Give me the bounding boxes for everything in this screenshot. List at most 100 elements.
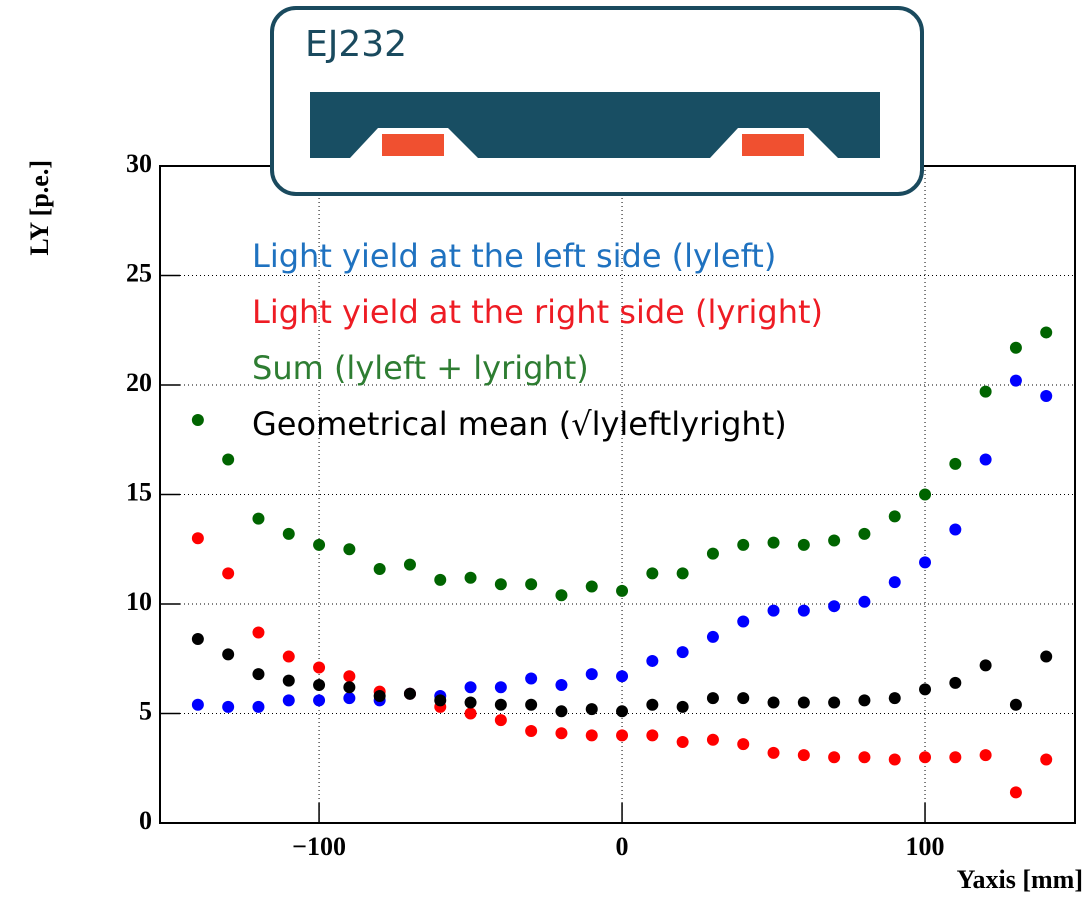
sensor	[742, 134, 804, 156]
point	[313, 694, 325, 706]
y-axis-title: LY [p.e.]	[25, 160, 54, 256]
point	[404, 688, 416, 700]
x-tick-label: 100	[906, 832, 945, 861]
point	[434, 694, 446, 706]
legend: Light yield at the left side (lyleft)Lig…	[252, 237, 823, 443]
point	[677, 646, 689, 658]
point	[616, 670, 628, 682]
point	[1010, 699, 1022, 711]
point	[798, 749, 810, 761]
point	[919, 489, 931, 501]
point	[313, 679, 325, 691]
point	[465, 708, 477, 720]
point	[677, 736, 689, 748]
point	[374, 690, 386, 702]
point	[283, 651, 295, 663]
y-tick-label: 0	[139, 806, 152, 835]
point	[1040, 390, 1052, 402]
point	[495, 681, 507, 693]
point	[222, 648, 234, 660]
point	[1040, 651, 1052, 663]
point	[252, 701, 264, 713]
point	[192, 532, 204, 544]
inset: EJ232	[272, 8, 922, 194]
inset-label: EJ232	[305, 24, 407, 65]
point	[222, 701, 234, 713]
y-tick-label: 25	[126, 258, 152, 287]
point	[586, 703, 598, 715]
point	[889, 753, 901, 765]
point	[525, 699, 537, 711]
legend-entry: Light yield at the left side (lyleft)	[252, 237, 776, 275]
point	[980, 453, 992, 465]
point	[555, 679, 567, 691]
point	[586, 729, 598, 741]
point	[525, 672, 537, 684]
point	[252, 626, 264, 638]
point	[313, 662, 325, 674]
point	[616, 705, 628, 717]
point	[555, 589, 567, 601]
point	[1040, 753, 1052, 765]
point	[737, 616, 749, 628]
point	[889, 692, 901, 704]
point	[768, 537, 780, 549]
y-tick-label: 10	[126, 587, 152, 616]
point	[919, 556, 931, 568]
point	[1010, 786, 1022, 798]
point	[555, 727, 567, 739]
point	[222, 567, 234, 579]
point	[465, 697, 477, 709]
point	[555, 705, 567, 717]
sensor	[382, 134, 444, 156]
point	[889, 576, 901, 588]
point	[465, 681, 477, 693]
point	[828, 697, 840, 709]
point	[616, 729, 628, 741]
point	[707, 631, 719, 643]
point	[707, 548, 719, 560]
point	[919, 683, 931, 695]
point	[616, 585, 628, 597]
point	[495, 714, 507, 726]
point	[858, 694, 870, 706]
point	[313, 539, 325, 551]
point	[737, 539, 749, 551]
point	[707, 734, 719, 746]
point	[737, 738, 749, 750]
point	[768, 697, 780, 709]
point	[646, 699, 658, 711]
point	[980, 659, 992, 671]
point	[828, 600, 840, 612]
point	[283, 528, 295, 540]
legend-entry: Sum (lyleft + lyright)	[252, 349, 589, 387]
point	[343, 670, 355, 682]
point	[828, 751, 840, 763]
point	[434, 574, 446, 586]
point	[798, 539, 810, 551]
y-tick-label: 15	[126, 477, 152, 506]
point	[858, 751, 870, 763]
point	[525, 725, 537, 737]
point	[798, 605, 810, 617]
point	[919, 751, 931, 763]
point	[980, 749, 992, 761]
point	[646, 567, 658, 579]
point	[980, 386, 992, 398]
point	[252, 668, 264, 680]
point	[677, 567, 689, 579]
point	[252, 513, 264, 525]
point	[586, 580, 598, 592]
point	[889, 510, 901, 522]
point	[858, 596, 870, 608]
point	[343, 543, 355, 555]
point	[222, 453, 234, 465]
x-tick-label: −100	[292, 832, 346, 861]
legend-entry: Geometrical mean (√lyleftlyright)	[252, 405, 787, 443]
point	[404, 559, 416, 571]
point	[192, 699, 204, 711]
point	[949, 524, 961, 536]
point	[1040, 326, 1052, 338]
point	[949, 458, 961, 470]
point	[465, 572, 477, 584]
